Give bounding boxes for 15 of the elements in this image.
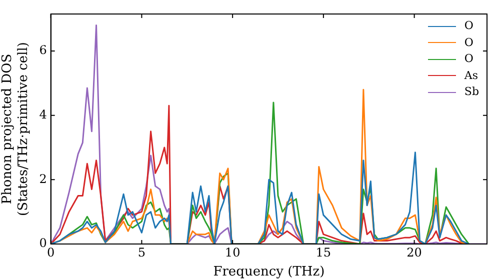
y-axis-title: Phonon projected DOS (States/THz·primitive cell): [0, 42, 31, 216]
x-tick-label: 20: [406, 245, 422, 260]
legend-label: Sb: [464, 84, 479, 100]
x-tick-label: 5: [138, 245, 146, 260]
x-tick-label: 15: [316, 245, 332, 260]
y-tick-label: 0: [39, 236, 47, 250]
x-tick-label: 10: [224, 245, 240, 260]
y-tick-label: 2: [39, 172, 47, 186]
y-tick-label: 4: [39, 107, 48, 122]
legend-label: As: [464, 68, 478, 84]
y-tick-label: 6: [39, 43, 47, 58]
legend-label: O: [464, 18, 474, 34]
legend-label: O: [464, 51, 474, 67]
x-axis-title: Frequency (THz): [213, 264, 325, 280]
legend-label: O: [464, 34, 474, 50]
